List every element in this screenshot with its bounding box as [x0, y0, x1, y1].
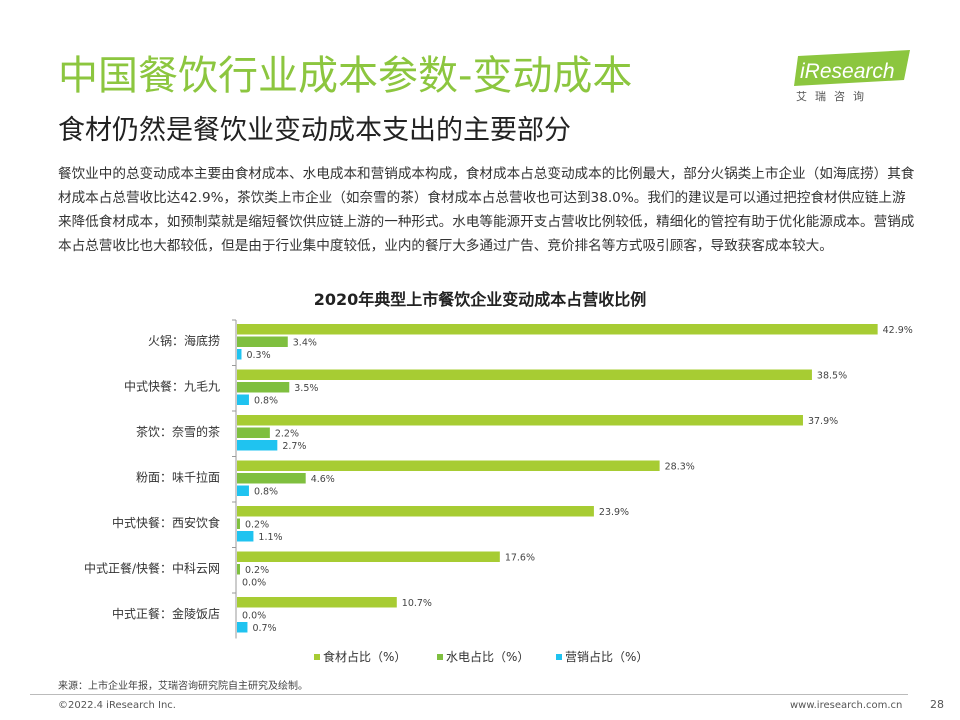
data-label: 4.6%: [311, 474, 335, 485]
data-label: 38.5%: [817, 371, 847, 382]
bar-utility: [237, 564, 240, 575]
data-label: 2.7%: [282, 441, 306, 452]
data-label: 3.5%: [294, 383, 318, 394]
bar-marketing: [237, 485, 249, 496]
footer-divider: [30, 694, 908, 695]
data-label: 0.3%: [246, 350, 270, 361]
legend-swatch: [314, 654, 320, 660]
data-label: 0.2%: [245, 520, 269, 531]
chart-title: 2020年典型上市餐饮企业变动成本占营收比例: [313, 290, 647, 309]
category-label: 中式正餐：金陵饭店: [112, 606, 220, 621]
iresearch-logo-icon: iResearch: [794, 50, 910, 86]
bar-utility: [237, 518, 240, 529]
data-label: 10.7%: [402, 598, 432, 609]
category-label: 粉面：味千拉面: [136, 470, 220, 485]
bar-marketing: [237, 349, 242, 360]
data-label: 2.2%: [275, 429, 299, 440]
logo-brand: iResearch: [800, 60, 895, 83]
copyright: ©2022.4 iResearch Inc.: [58, 700, 176, 711]
data-label: 42.9%: [883, 325, 913, 336]
page-number: 28: [930, 698, 944, 711]
logo-tagline: 艾瑞咨询: [796, 90, 872, 103]
bar-utility: [237, 427, 270, 438]
category-label: 中式正餐/快餐：中科云网: [84, 561, 220, 576]
bar-food: [237, 415, 803, 426]
body-paragraph: 餐饮业中的总变动成本主要由食材成本、水电成本和营销成本构成，食材成本占总变动成本…: [58, 166, 915, 254]
bar-food: [237, 506, 594, 517]
category-label: 中式快餐：九毛九: [124, 379, 220, 394]
bar-chart: 火锅：海底捞 42.9% 3.4% 0.3% 中式快餐：九毛九 38.5% 3.5% 0.8%…: [84, 319, 913, 664]
legend-label: 营销占比（%）: [565, 649, 648, 664]
bar-food: [237, 551, 500, 562]
source-note: 来源：上市企业年报，艾瑞咨询研究院自主研究及绘制。: [58, 681, 308, 692]
legend-swatch: [437, 654, 443, 660]
data-label: 3.4%: [293, 338, 317, 349]
bar-utility: [237, 382, 290, 393]
legend-swatch: [556, 654, 562, 660]
bar-food: [237, 369, 812, 380]
category-label: 火锅：海底捞: [148, 333, 220, 348]
iresearch-logo: iResearch 艾瑞咨询: [792, 50, 916, 110]
data-label: 37.9%: [808, 416, 838, 427]
data-label: 0.7%: [252, 623, 276, 634]
data-label: 17.6%: [505, 553, 535, 564]
bar-marketing: [237, 531, 254, 542]
legend-label: 食材占比（%）: [323, 649, 406, 664]
data-label: 1.1%: [258, 532, 282, 543]
page-subtitle: 食材仍然是餐饮业变动成本支出的主要部分: [58, 115, 571, 146]
data-label: 23.9%: [599, 507, 629, 518]
legend-label: 水电占比（%）: [446, 649, 529, 664]
category-label: 中式快餐：西安饮食: [112, 515, 220, 530]
bar-marketing: [237, 622, 248, 633]
data-label: 0.8%: [254, 487, 278, 498]
page-title: 中国餐饮行业成本参数-变动成本: [58, 53, 633, 99]
data-label: 0.0%: [242, 611, 266, 622]
bar-food: [237, 324, 878, 335]
website: www.iresearch.com.cn: [790, 700, 903, 711]
data-label: 0.2%: [245, 565, 269, 576]
bar-marketing: [237, 394, 249, 405]
bar-food: [237, 460, 660, 471]
bar-utility: [237, 473, 306, 484]
data-label: 28.3%: [665, 462, 695, 473]
category-label: 茶饮：奈雪的茶: [136, 424, 220, 439]
data-label: 0.8%: [254, 396, 278, 407]
bar-utility: [237, 336, 288, 347]
data-label: 0.0%: [242, 578, 266, 589]
bar-marketing: [237, 440, 278, 451]
bar-food: [237, 597, 397, 608]
